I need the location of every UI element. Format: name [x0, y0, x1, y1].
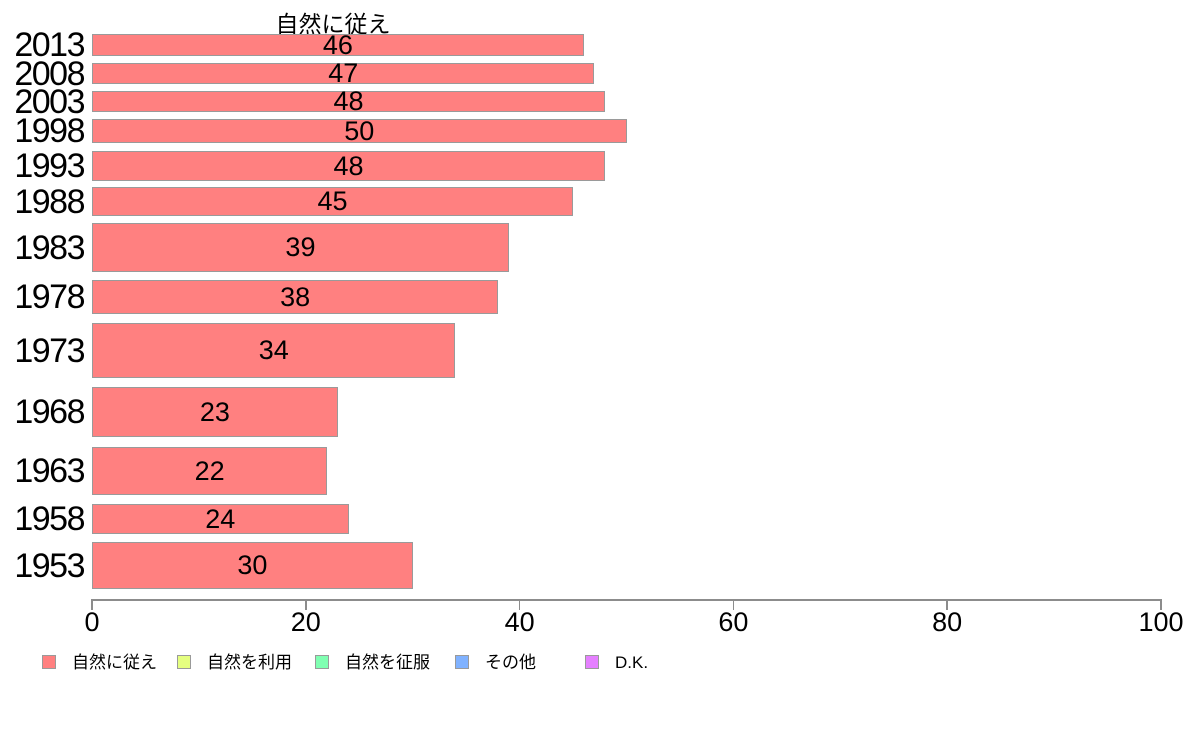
y-axis-category-label: 1983 — [14, 228, 85, 267]
bar: 46 — [92, 29, 584, 60]
bar: 34 — [92, 323, 456, 378]
bar: 48 — [92, 150, 606, 181]
bar-value-label: 48 — [333, 86, 364, 116]
x-axis-tick — [91, 599, 93, 610]
x-axis-tick-label: 40 — [504, 607, 535, 637]
y-axis-category-label: 2003 — [14, 82, 85, 121]
bar: 47 — [92, 58, 595, 88]
y-axis-category-label: 1973 — [14, 331, 85, 370]
legend-swatch-icon — [177, 655, 191, 669]
bar: 22 — [92, 447, 328, 495]
bar-value-label: 50 — [344, 115, 375, 146]
x-axis-tick-label: 0 — [84, 607, 100, 637]
x-axis-tick — [305, 599, 307, 610]
legend-swatch-icon — [315, 655, 329, 669]
bar-value-label: 46 — [322, 29, 353, 60]
y-axis-category-label: 1993 — [14, 147, 85, 185]
legend-swatch-icon — [455, 655, 469, 669]
y-axis-category-label: 1958 — [14, 500, 85, 538]
x-axis-tick — [1160, 599, 1162, 610]
bar-value-label: 23 — [199, 396, 230, 427]
legend-swatch-icon — [585, 655, 599, 669]
bar-value-label: 38 — [280, 281, 311, 312]
bar: 39 — [92, 223, 509, 272]
bar-value-label: 22 — [194, 455, 225, 486]
x-axis-tick-label: 100 — [1138, 607, 1184, 637]
legend-item-label: 自然に従え — [72, 653, 157, 672]
bar-value-label: 45 — [317, 186, 348, 216]
bar-value-label: 39 — [285, 232, 316, 262]
legend-item-label: 自然を利用 — [207, 653, 292, 672]
y-axis-category-label: 1953 — [14, 546, 85, 585]
bar: 50 — [92, 115, 627, 146]
x-axis-tick — [732, 599, 735, 610]
bar: 45 — [92, 186, 574, 216]
bar: 24 — [92, 504, 349, 534]
legend-item-label: その他 — [485, 653, 536, 672]
y-axis-category-label: 1978 — [14, 278, 85, 316]
y-axis-category-label: 2013 — [14, 26, 85, 64]
x-axis-line — [92, 599, 1161, 601]
bar-value-label: 48 — [333, 150, 364, 181]
chart-title: 自然に従え — [275, 11, 391, 37]
x-axis-tick-label: 80 — [932, 607, 963, 637]
bar: 23 — [92, 387, 338, 437]
bar: 48 — [92, 86, 606, 116]
y-axis-category-label: 1963 — [14, 452, 85, 490]
bar: 38 — [92, 280, 499, 314]
y-axis-category-label: 1998 — [14, 112, 85, 150]
y-axis-category-label: 2008 — [14, 54, 85, 93]
bar-value-label: 24 — [205, 503, 236, 534]
bar: 30 — [92, 542, 413, 589]
legend-item-label: D.K. — [615, 653, 649, 672]
legend-item-label: 自然を征服 — [345, 653, 430, 672]
legend: 自然に従え 自然を利用 自然を征服 その他 D.K. — [0, 648, 1188, 678]
x-axis-tick-label: 20 — [290, 607, 321, 637]
bar-value-label: 34 — [258, 335, 289, 365]
x-axis-tick — [946, 599, 948, 610]
x-axis-tick-label: 60 — [718, 607, 749, 637]
bar-value-label: 30 — [237, 550, 268, 580]
y-axis-category-label: 1988 — [14, 182, 85, 221]
y-axis-category-label: 1968 — [14, 393, 85, 431]
legend-swatch-icon — [42, 655, 56, 669]
bar-value-label: 47 — [328, 58, 359, 88]
x-axis-tick — [518, 599, 521, 610]
